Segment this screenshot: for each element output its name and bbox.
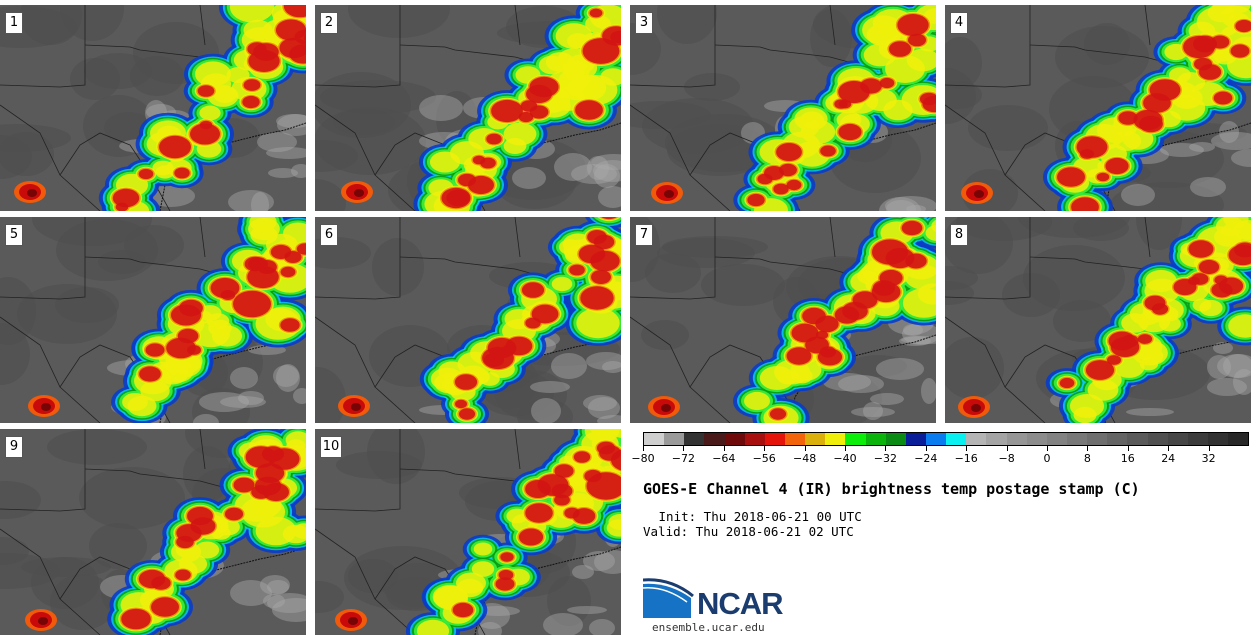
colorbar-tick-label: −48 [792, 452, 817, 465]
colorbar-segment [946, 433, 967, 445]
figure-title: GOES-E Channel 4 (IR) brightness temp po… [643, 480, 1140, 498]
ir-satellite-map [630, 5, 936, 211]
colorbar-tick [925, 446, 927, 451]
colorbar-tick-label: 32 [1201, 452, 1216, 465]
ir-satellite-map [315, 429, 621, 635]
panel-number: 9 [5, 436, 23, 458]
ir-satellite-map [0, 217, 306, 423]
init-time: Init: Thu 2018-06-21 00 UTC [651, 509, 862, 524]
colorbar-tick-label: −16 [954, 452, 978, 465]
colorbar-segment [966, 433, 987, 445]
source-url: ensemble.ucar.edu [652, 621, 765, 634]
colorbar-segment [784, 433, 806, 445]
ir-satellite-map [315, 5, 621, 211]
colorbar-tick-label: 24 [1161, 452, 1176, 465]
forecast-panel: 9 [0, 429, 306, 635]
colorbar-segment [925, 433, 947, 445]
colorbar-segment [1087, 433, 1108, 445]
colorbar-segment [1107, 433, 1128, 445]
ncar-logo-icon [643, 578, 694, 618]
colorbar-tick-label: −56 [752, 452, 776, 465]
colorbar-tick [845, 446, 846, 451]
colorbar-segment [1127, 433, 1148, 445]
forecast-panel: 8 [945, 217, 1251, 423]
forecast-panel: 2 [315, 5, 621, 211]
colorbar-tick [643, 446, 644, 451]
colorbar-segment [684, 433, 705, 445]
forecast-panel: 7 [630, 217, 936, 423]
panel-number: 6 [320, 224, 338, 246]
colorbar-segment [1228, 433, 1249, 445]
colorbar-tick-label: −24 [914, 452, 938, 465]
colorbar-segment [805, 433, 826, 445]
ir-satellite-map [0, 5, 306, 211]
ir-satellite-map [945, 5, 1251, 211]
ir-satellite-map [945, 217, 1251, 423]
temperature-colorbar [643, 432, 1249, 446]
forecast-panel: 6 [315, 217, 621, 423]
colorbar-segment [704, 433, 725, 445]
colorbar-segment [865, 433, 886, 445]
colorbar-tick-label: −72 [671, 452, 695, 465]
ncar-logo-text: NCAR [697, 586, 784, 621]
colorbar-segment [845, 433, 866, 445]
ir-satellite-map [630, 217, 936, 423]
panel-number: 7 [635, 224, 653, 246]
colorbar-segment [724, 433, 745, 445]
colorbar-tick-label: 16 [1120, 452, 1135, 465]
colorbar-segment [744, 433, 765, 445]
colorbar-tick-label: −8 [998, 452, 1015, 465]
panel-number: 10 [320, 436, 342, 458]
ir-satellite-map [0, 429, 306, 635]
colorbar-segment [664, 433, 685, 445]
colorbar-tick-label: 0 [1043, 452, 1051, 465]
colorbar-segment [1026, 433, 1047, 445]
colorbar-segment [885, 433, 906, 445]
panel-number: 4 [950, 12, 968, 34]
colorbar-segment [1147, 433, 1168, 445]
panel-number: 8 [950, 224, 968, 246]
panel-number: 2 [320, 12, 338, 34]
colorbar-segment [1066, 433, 1088, 445]
colorbar-segment [1006, 433, 1027, 445]
colorbar-tick [723, 446, 725, 451]
colorbar-tick-label: −80 [631, 452, 655, 465]
colorbar-segment [825, 433, 846, 445]
colorbar-segment [644, 433, 665, 445]
colorbar-segment [1167, 433, 1188, 445]
colorbar-tick [966, 446, 968, 451]
colorbar-tick-label: −40 [833, 452, 857, 465]
colorbar-tick [1006, 446, 1008, 451]
colorbar-segment [764, 433, 785, 445]
colorbar-tick [804, 446, 806, 451]
colorbar-tick [683, 446, 685, 451]
colorbar-segment [1187, 433, 1208, 445]
forecast-panel: 1 [0, 5, 306, 211]
colorbar-segment [905, 433, 926, 445]
colorbar-tick [1208, 446, 1210, 451]
forecast-panel: 3 [630, 5, 936, 211]
colorbar-segment [986, 433, 1007, 445]
panel-number: 1 [5, 12, 23, 34]
colorbar-tick [1127, 446, 1129, 451]
colorbar-tick [885, 446, 887, 451]
colorbar-tick [764, 446, 766, 451]
ir-satellite-map [315, 217, 621, 423]
colorbar-segment [1046, 433, 1067, 445]
colorbar-tick-label: −32 [873, 452, 897, 465]
forecast-panel: 10 [315, 429, 621, 635]
valid-time: Valid: Thu 2018-06-21 02 UTC [643, 524, 854, 539]
colorbar-tick [1047, 446, 1048, 451]
forecast-panel: 5 [0, 217, 306, 423]
colorbar-tick [1087, 446, 1089, 451]
colorbar-tick-label: −64 [712, 452, 736, 465]
forecast-panel: 4 [945, 5, 1251, 211]
panel-number: 5 [5, 224, 23, 246]
panel-number: 3 [635, 12, 653, 34]
colorbar-segment [1207, 433, 1229, 445]
colorbar-tick-label: 8 [1083, 452, 1091, 465]
colorbar-ticks: −80 −72 −64 −56 −48 −40 −32 −24 −16 −8 0 8 16 24 32 [631, 446, 1249, 466]
colorbar-tick [1168, 446, 1170, 451]
